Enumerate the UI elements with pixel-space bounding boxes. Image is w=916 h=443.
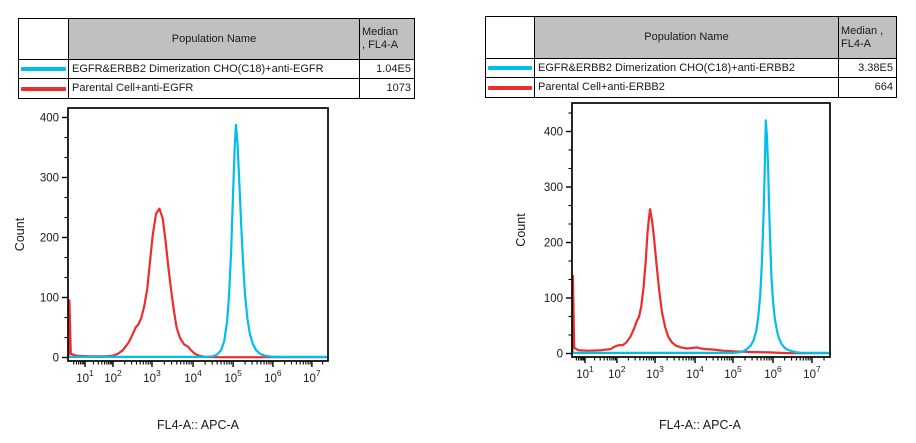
swatch-cell: [19, 60, 69, 79]
median-header-line2: FL4-A: [841, 37, 871, 50]
x-tick-label: 101: [76, 368, 94, 385]
x-tick-label: 107: [303, 368, 321, 385]
population-name-header: Population Name: [535, 17, 839, 59]
x-tick-label: 106: [764, 364, 782, 381]
series-curve: [571, 208, 830, 355]
y-axis-label: Count: [514, 213, 528, 247]
cyan-series-swatch: [488, 66, 532, 70]
median-value: 3.38E5: [839, 59, 896, 78]
red-series-swatch: [21, 86, 66, 91]
y-tick-label: 300: [40, 173, 59, 185]
y-tick-label: 400: [40, 113, 59, 125]
y-tick-label: 100: [544, 293, 563, 305]
x-axis-label: FL4-A:: APC-A: [157, 418, 240, 432]
legend-table: Population Name Median , FL4-A EGFR&ERBB…: [18, 18, 415, 99]
y-tick-label: 100: [40, 293, 59, 305]
x-tick-label: 106: [264, 368, 282, 385]
panel-anti-erbb2: 0 100 200 300 400 101 102 103 104 105 106 107 FL4-A:…: [458, 0, 916, 443]
legend-corner-cell: [19, 19, 69, 60]
x-tick-label: 102: [608, 364, 626, 381]
population-row-name: EGFR&ERBB2 Dimerization CHO(C18)+anti-EG…: [69, 60, 360, 79]
x-tick-label: 105: [224, 368, 242, 385]
swatch-cell: [19, 79, 69, 98]
legend-corner-cell: [486, 17, 535, 59]
median-value: 1.04E5: [360, 60, 414, 79]
x-tick-label: 103: [646, 364, 664, 381]
population-name-header: Population Name: [69, 19, 360, 60]
swatch-cell: [486, 59, 535, 78]
x-tick-label: 101: [576, 364, 594, 381]
cyan-series-swatch: [21, 67, 66, 71]
x-tick-label: 104: [184, 368, 202, 385]
population-row-name: Parental Cell+anti-ERBB2: [535, 78, 839, 97]
median-header-line1: Median: [362, 26, 399, 38]
median-value: 664: [874, 81, 893, 93]
series-curve: [67, 123, 328, 358]
y-tick-label: 0: [557, 349, 563, 361]
series-curve: [571, 119, 830, 354]
y-tick-label: 300: [544, 182, 563, 194]
x-axis-label: FL4-A:: APC-A: [659, 418, 742, 432]
x-tick-label: 102: [104, 368, 122, 385]
flow-histogram-anti-erbb2: 0 100 200 300 400 101 102 103 104 105 106 107 FL4-A:…: [514, 102, 831, 432]
x-tick-label: 104: [686, 364, 704, 381]
panel-anti-egfr: 0 100 200 300 400 101 102 103 104 105 106 107 FL4-A:…: [13, 18, 415, 432]
y-tick-label: 200: [544, 238, 563, 250]
population-row-name: EGFR&ERBB2 Dimerization CHO(C18)+anti-ER…: [535, 59, 839, 78]
x-tick-label: 105: [724, 364, 742, 381]
population-row-name: Parental Cell+anti-EGFR: [69, 79, 360, 98]
legend-table: Population Name Median , FL4-A EGFR&ERBB…: [485, 16, 897, 98]
red-series-swatch: [488, 85, 532, 90]
plot-frame: [67, 107, 329, 362]
flow-histogram-anti-egfr: 0 100 200 300 400 101 102 103 104 105 106 107 FL4-A:…: [13, 107, 329, 432]
median-value: 1073: [386, 82, 411, 94]
median-header-line1: Median ,: [841, 24, 884, 37]
x-tick-label: 107: [803, 364, 821, 381]
median-header: Median , FL4-A: [360, 19, 414, 60]
median-header: Median , FL4-A: [839, 17, 896, 59]
series-curve: [67, 207, 328, 359]
y-tick-label: 400: [544, 127, 563, 139]
y-axis-label: Count: [13, 217, 27, 251]
plot-frame: [571, 102, 831, 358]
median-header-line2: , FL4-A: [362, 39, 399, 51]
swatch-cell: [486, 78, 535, 97]
x-tick-label: 103: [143, 368, 161, 385]
y-tick-label: 0: [53, 353, 59, 365]
y-tick-label: 200: [40, 233, 59, 245]
